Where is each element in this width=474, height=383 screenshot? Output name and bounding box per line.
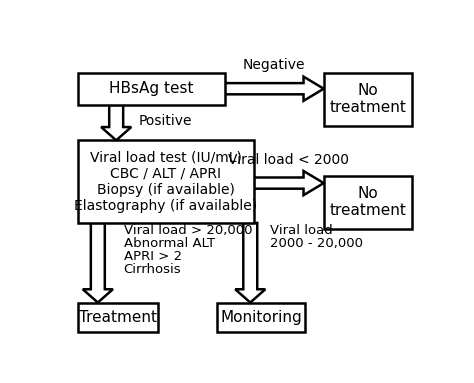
Text: Negative: Negative	[243, 58, 305, 72]
FancyBboxPatch shape	[324, 72, 412, 126]
Polygon shape	[254, 171, 324, 195]
FancyBboxPatch shape	[217, 303, 305, 332]
FancyBboxPatch shape	[78, 303, 158, 332]
Polygon shape	[235, 223, 265, 303]
Text: No
treatment: No treatment	[329, 83, 406, 115]
Text: Abnormal ALT: Abnormal ALT	[124, 237, 215, 250]
Text: Cirrhosis: Cirrhosis	[124, 263, 181, 276]
Text: Viral load test (IU/mL)
CBC / ALT / APRI
Biopsy (if available)
Elastography (if : Viral load test (IU/mL) CBC / ALT / APRI…	[74, 150, 257, 213]
Polygon shape	[83, 223, 113, 303]
Polygon shape	[225, 77, 324, 101]
FancyBboxPatch shape	[324, 176, 412, 229]
Text: Monitoring: Monitoring	[220, 310, 302, 325]
FancyBboxPatch shape	[78, 72, 225, 105]
FancyBboxPatch shape	[78, 140, 254, 223]
Text: Viral load < 2000: Viral load < 2000	[228, 152, 349, 167]
Text: 2000 - 20,000: 2000 - 20,000	[271, 237, 364, 250]
Polygon shape	[101, 105, 131, 140]
Text: Treatment: Treatment	[79, 310, 157, 325]
Text: APRI > 2: APRI > 2	[124, 250, 182, 263]
Text: HBsAg test: HBsAg test	[109, 81, 193, 96]
Text: Positive: Positive	[138, 114, 191, 128]
Text: Viral load: Viral load	[271, 224, 333, 237]
Text: No
treatment: No treatment	[329, 186, 406, 218]
Text: Viral load > 20,000: Viral load > 20,000	[124, 224, 252, 237]
